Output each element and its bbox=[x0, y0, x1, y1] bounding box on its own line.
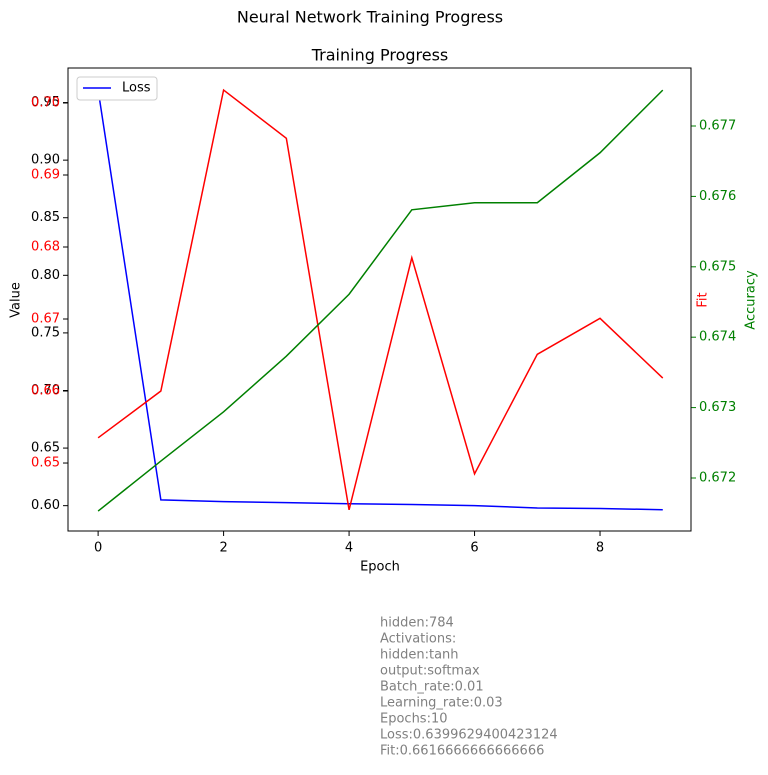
y3-tick-label: 0.672 bbox=[699, 470, 736, 485]
y-tick-label: 0.75 bbox=[31, 325, 60, 340]
y2-tick-label: 0.69 bbox=[31, 168, 60, 183]
y-tick-label: 0.60 bbox=[31, 498, 60, 513]
annotation-line: Learning_rate:0.03 bbox=[380, 696, 503, 711]
y-tick-label: 0.90 bbox=[31, 153, 60, 168]
x-tick-label: 2 bbox=[219, 541, 227, 556]
y3-tick-label: 0.676 bbox=[699, 189, 736, 204]
x-tick-label: 0 bbox=[94, 541, 102, 556]
annotation-line: output:softmax bbox=[380, 664, 480, 679]
legend-label: Loss bbox=[122, 81, 151, 96]
annotation-line: Batch_rate:0.01 bbox=[380, 680, 484, 695]
y2-tick-label: 0.67 bbox=[31, 312, 60, 327]
suptitle: Neural Network Training Progress bbox=[237, 8, 503, 27]
y2-tick-label: 0.65 bbox=[31, 456, 60, 471]
annotation-line: hidden:784 bbox=[380, 616, 454, 631]
y2-tick-label: 0.68 bbox=[31, 240, 60, 255]
x-tick-label: 4 bbox=[345, 541, 353, 556]
y3-axis-label: Accuracy bbox=[744, 270, 759, 330]
chart-title: Training Progress bbox=[311, 46, 449, 65]
y-tick-label: 0.80 bbox=[31, 268, 60, 283]
annotation-line: hidden:tanh bbox=[380, 648, 459, 663]
plot-frame bbox=[67, 67, 692, 532]
y3-tick-label: 0.673 bbox=[699, 400, 736, 415]
y2-axis-label: Fit bbox=[696, 292, 711, 307]
y-tick-label: 0.95 bbox=[31, 95, 60, 110]
y-tick-label: 0.65 bbox=[31, 441, 60, 456]
x-axis-label: Epoch bbox=[360, 560, 400, 575]
y3-tick-label: 0.677 bbox=[699, 119, 736, 134]
series-line bbox=[97, 89, 664, 512]
series-line bbox=[97, 88, 664, 511]
y-tick-label: 0.70 bbox=[31, 383, 60, 398]
y2-tick-label: 0.70 bbox=[31, 95, 60, 110]
legend-box bbox=[76, 76, 158, 101]
y-axis-label: Value bbox=[9, 282, 24, 318]
x-tick-label: 8 bbox=[596, 541, 604, 556]
y3-tick-label: 0.675 bbox=[699, 259, 736, 274]
series-line bbox=[97, 89, 663, 511]
y3-tick-label: 0.674 bbox=[699, 330, 736, 345]
y2-tick-label: 0.66 bbox=[31, 384, 60, 399]
annotation-line: Activations: bbox=[380, 632, 456, 647]
annotation-line: Fit:0.6616666666666666 bbox=[380, 744, 544, 759]
y-tick-label: 0.85 bbox=[31, 210, 60, 225]
annotation-line: Epochs:10 bbox=[380, 712, 448, 727]
annotation-line: Loss:0.6399629400423124 bbox=[380, 728, 558, 743]
x-tick-label: 6 bbox=[470, 541, 478, 556]
